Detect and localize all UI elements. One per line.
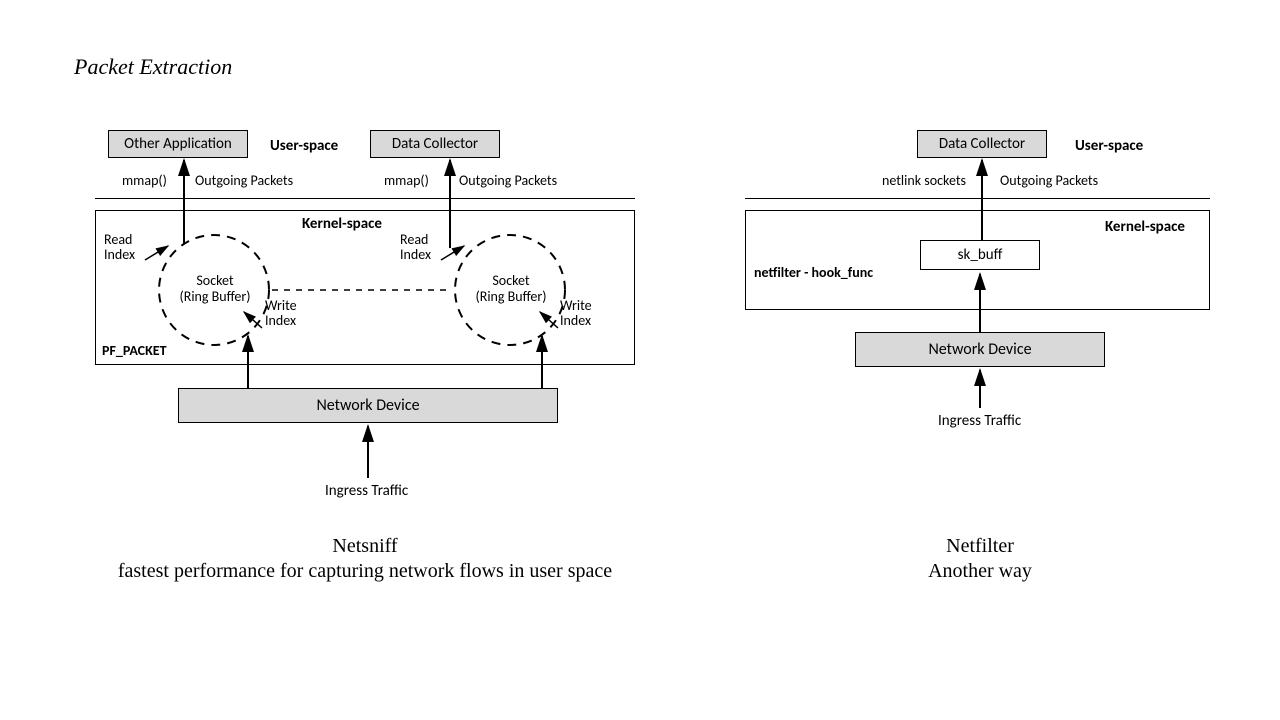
left-outgoing-2: Outgoing Packets bbox=[459, 172, 557, 189]
right-user-kernel-divider bbox=[745, 198, 1210, 199]
right-netlink-label: netlink sockets bbox=[882, 172, 966, 189]
left-network-device-box: Network Device bbox=[178, 388, 558, 423]
right-network-device-box: Network Device bbox=[855, 332, 1105, 367]
left-write-index-2: Write Index bbox=[560, 298, 592, 329]
left-pf-packet-label: PF_PACKET bbox=[102, 342, 167, 359]
left-data-collector-box: Data Collector bbox=[370, 130, 500, 158]
left-ingress-label: Ingress Traffic bbox=[325, 482, 408, 500]
left-socket-label-2: Socket (Ring Buffer) bbox=[466, 273, 556, 305]
left-read-index-1: Read Index bbox=[104, 232, 135, 263]
left-caption-title: Netsniff bbox=[95, 535, 635, 558]
right-outgoing-label: Outgoing Packets bbox=[1000, 172, 1098, 189]
right-caption-title: Netfilter bbox=[760, 535, 1200, 558]
left-socket-label-1: Socket (Ring Buffer) bbox=[170, 273, 260, 305]
left-user-kernel-divider bbox=[95, 198, 635, 199]
left-mmap-1: mmap() bbox=[122, 172, 167, 189]
left-other-application-box: Other Application bbox=[108, 130, 248, 158]
right-skbuff-box: sk_buff bbox=[920, 240, 1040, 270]
left-outgoing-1: Outgoing Packets bbox=[195, 172, 293, 189]
right-data-collector-box: Data Collector bbox=[917, 130, 1047, 158]
left-write-index-1: Write Index bbox=[265, 298, 297, 329]
right-ingress-label: Ingress Traffic bbox=[938, 412, 1021, 430]
page-title: Packet Extraction bbox=[74, 54, 232, 80]
right-kernel-space-label: Kernel-space bbox=[1105, 218, 1185, 236]
right-caption-sub: Another way bbox=[760, 560, 1200, 583]
right-user-space-label: User-space bbox=[1075, 137, 1143, 155]
right-netfilter-hook-label: netfilter - hook_func bbox=[754, 264, 873, 281]
left-user-space-label: User-space bbox=[270, 137, 338, 155]
left-kernel-space-label: Kernel-space bbox=[302, 215, 382, 233]
left-read-index-2: Read Index bbox=[400, 232, 431, 263]
left-mmap-2: mmap() bbox=[384, 172, 429, 189]
left-caption-sub: fastest performance for capturing networ… bbox=[60, 560, 670, 583]
